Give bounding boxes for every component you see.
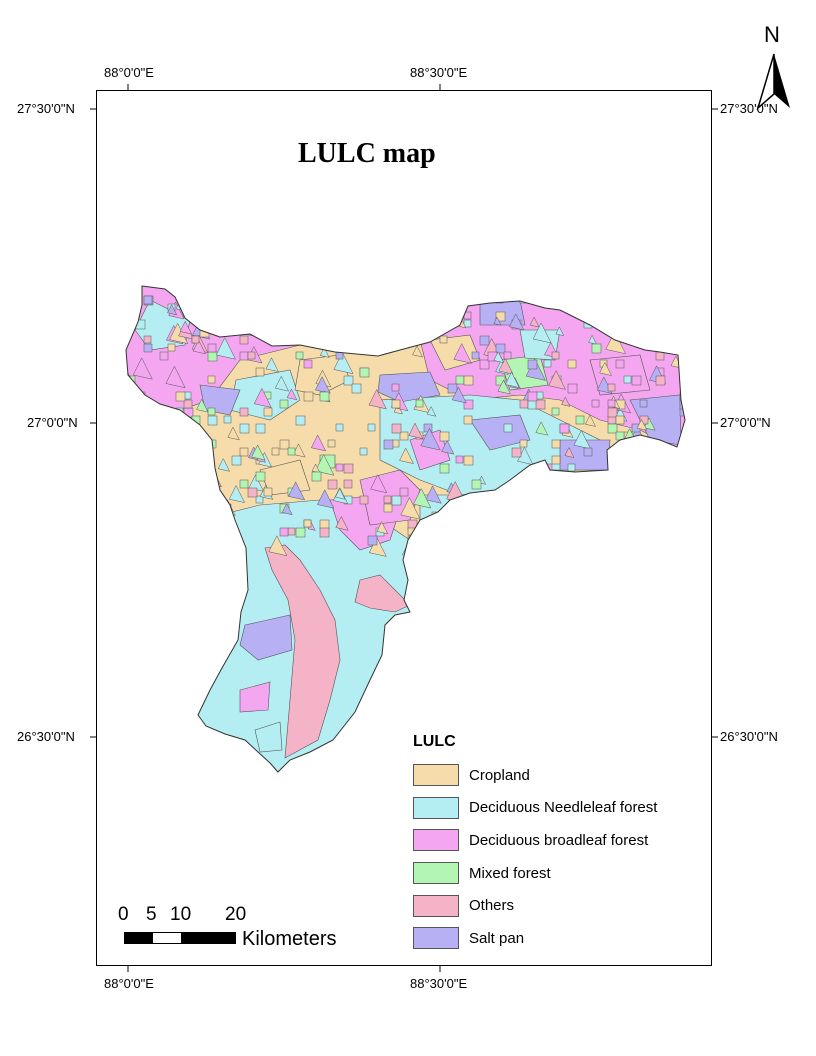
legend-swatch: [413, 927, 459, 950]
legend-label: Mixed forest: [469, 864, 551, 882]
scale-segment-1: [125, 933, 153, 943]
legend-swatch: [413, 764, 459, 787]
left-latitude-label-26-30: 26°30'0"N: [17, 729, 75, 744]
legend-swatch: [413, 862, 459, 885]
left-latitude-label-27-30: 27°30'0"N: [17, 101, 75, 116]
legend-label: Deciduous broadleaf forest: [469, 831, 649, 849]
legend-swatch: [413, 829, 459, 852]
legend-swatch: [413, 796, 459, 819]
legend-item: Cropland: [413, 759, 703, 792]
map-frame: [96, 90, 712, 966]
scale-segment-3: [181, 933, 235, 943]
right-latitude-label-27-30: 27°30'0"N: [720, 101, 778, 116]
legend-label: Salt pan: [469, 929, 525, 947]
right-latitude-label-26-30: 26°30'0"N: [720, 729, 778, 744]
legend-item: Salt pan: [413, 922, 703, 955]
scale-segment-2: [153, 933, 181, 943]
legend-title: LULC: [413, 733, 456, 750]
north-arrow-icon: [756, 53, 790, 111]
legend-item: Others: [413, 889, 703, 922]
bottom-longitude-label-88-0: 88°0'0"E: [104, 976, 154, 991]
legend: LULC Cropland Deciduous Needleleaf forest…: [413, 733, 703, 955]
legend-label: Others: [469, 897, 515, 915]
legend-label: Deciduous Needleleaf forest: [469, 799, 658, 817]
scale-tick-10: 10: [170, 904, 192, 925]
right-latitude-label-27-0: 27°0'0"N: [720, 415, 771, 430]
map-title: LULC map: [298, 138, 436, 169]
legend-item: Mixed forest: [413, 857, 703, 890]
bottom-longitude-label-88-30: 88°30'0"E: [410, 976, 468, 991]
scale-bar-graphic: [124, 932, 236, 944]
scale-tick-20: 20: [225, 904, 247, 925]
scale-tick-0: 0: [118, 904, 129, 925]
north-arrow: N: [748, 22, 800, 112]
top-longitude-label-88-0: 88°0'0"E: [104, 65, 154, 80]
scale-unit: Kilometers: [242, 928, 337, 950]
scale-tick-5: 5: [146, 904, 157, 925]
legend-item: Deciduous Needleleaf forest: [413, 792, 703, 825]
legend-swatch: [413, 894, 459, 917]
legend-item: Deciduous broadleaf forest: [413, 824, 703, 857]
top-longitude-label-88-30: 88°30'0"E: [410, 65, 468, 80]
north-label: N: [764, 22, 780, 47]
left-latitude-label-27-0: 27°0'0"N: [27, 415, 78, 430]
legend-label: Cropland: [469, 766, 530, 784]
